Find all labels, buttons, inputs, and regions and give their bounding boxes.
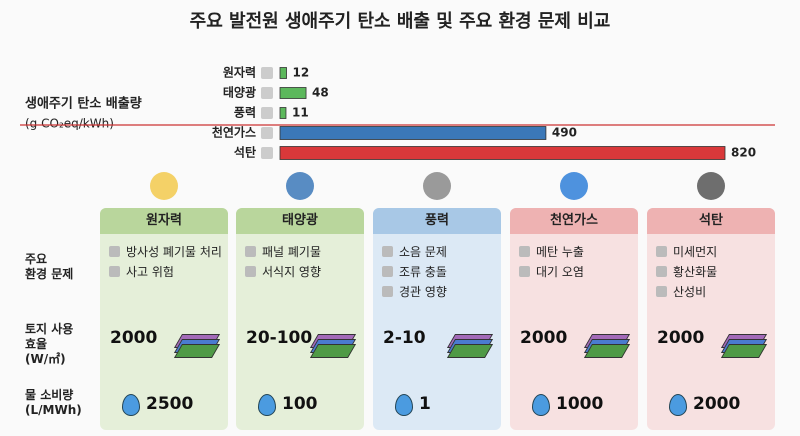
row-label-line: (W/㎡): [25, 352, 66, 366]
land-icon: [583, 344, 631, 358]
bar: [279, 67, 287, 79]
land-icon: [309, 344, 357, 358]
column: 풍력 소음 문제 조류 충돌 경관 영향 2-10 1: [373, 208, 501, 430]
issue: 경관 영향: [382, 282, 495, 302]
water-value: 100: [282, 394, 318, 414]
category-label: 천연가스: [212, 125, 256, 140]
land-use-value: 20-100: [246, 328, 313, 348]
source-icon: [286, 172, 314, 200]
water-value: 1: [419, 394, 431, 414]
bar: [279, 146, 726, 160]
value-label: 11: [292, 106, 309, 120]
issue-list: 메탄 누출 대기 오염: [510, 234, 638, 282]
issue: 대기 오염: [519, 262, 632, 282]
row-label: 주요 환경 문제: [25, 252, 73, 282]
issue: 방사성 폐기물 처리: [109, 242, 222, 262]
land-use-value: 2000: [520, 328, 568, 348]
water-drop-icon: [669, 394, 687, 416]
category-icon: [261, 127, 273, 139]
source-icon: [697, 172, 725, 200]
issue-list: 소음 문제 조류 충돌 경관 영향: [373, 234, 501, 302]
issue: 메탄 누출: [519, 242, 632, 262]
category-icon: [261, 107, 273, 119]
value-label: 12: [293, 66, 310, 80]
value-label: 820: [731, 146, 756, 160]
category-label: 원자력: [223, 65, 256, 80]
water-drop-icon: [258, 394, 276, 416]
column-header: 원자력: [100, 208, 228, 234]
column: 원자력 방사성 폐기물 처리 사고 위험 2000 2500: [100, 208, 228, 430]
row-label-line: 환경 문제: [25, 267, 74, 281]
row-label: 토지 사용 효율 (W/㎡): [25, 322, 73, 367]
category-label: 풍력: [234, 106, 256, 120]
issue: 황산화물: [656, 262, 769, 282]
column-header: 태양광: [236, 208, 364, 234]
land-icon: [720, 344, 768, 358]
row-label-line: 물 소비량: [25, 388, 74, 402]
issue: 사고 위험: [109, 262, 222, 282]
issue-list: 미세먼지 황산화물 산성비: [647, 234, 775, 302]
issue: 산성비: [656, 282, 769, 302]
column: 태양광 패널 폐기물 서식지 영향 20-100 100: [236, 208, 364, 430]
row-label-line: (L/MWh): [25, 403, 82, 417]
unit-label: (g CO₂eq/kWh): [25, 117, 114, 131]
issue: 미세먼지: [656, 242, 769, 262]
land-use-value: 2000: [657, 328, 705, 348]
category-label: 석탄: [234, 145, 256, 160]
row-label-line: 토지 사용: [25, 322, 74, 336]
source-icon: [560, 172, 588, 200]
issue: 소음 문제: [382, 242, 495, 262]
issue-list: 패널 폐기물 서식지 영향: [236, 234, 364, 282]
column: 석탄 미세먼지 황산화물 산성비 2000 2000: [647, 208, 775, 430]
category-icon: [261, 67, 273, 79]
issue: 조류 충돌: [382, 262, 495, 282]
source-icon: [423, 172, 451, 200]
bar: [279, 107, 287, 119]
water-value: 2500: [146, 394, 194, 414]
land-use-value: 2-10: [383, 328, 426, 348]
category-icon: [261, 87, 273, 99]
y-axis-label: 생애주기 탄소 배출량: [25, 96, 142, 112]
bar: [279, 87, 307, 99]
column-header: 천연가스: [510, 208, 638, 234]
source-icon: [150, 172, 178, 200]
issue: 패널 폐기물: [245, 242, 358, 262]
land-icon: [446, 344, 494, 358]
row-label-line: 주요: [25, 252, 48, 266]
water-drop-icon: [122, 394, 140, 416]
issue-list: 방사성 폐기물 처리 사고 위험: [100, 234, 228, 282]
chart-title: 주요 발전원 생애주기 탄소 배출 및 주요 환경 문제 비교: [190, 10, 611, 32]
issue: 서식지 영향: [245, 262, 358, 282]
water-drop-icon: [395, 394, 413, 416]
row-label-line: 효율: [25, 337, 48, 351]
land-icon: [173, 344, 221, 358]
column: 천연가스 메탄 누출 대기 오염 2000 1000: [510, 208, 638, 430]
value-label: 490: [552, 126, 577, 140]
value-label: 48: [312, 86, 329, 100]
water-value: 2000: [693, 394, 741, 414]
category-icon: [261, 147, 273, 159]
category-label: 태양광: [223, 85, 256, 100]
land-use-value: 2000: [110, 328, 158, 348]
column-header: 풍력: [373, 208, 501, 234]
water-value: 1000: [556, 394, 604, 414]
row-label: 물 소비량 (L/MWh): [25, 388, 82, 418]
column-header: 석탄: [647, 208, 775, 234]
bar: [279, 126, 547, 140]
water-drop-icon: [532, 394, 550, 416]
